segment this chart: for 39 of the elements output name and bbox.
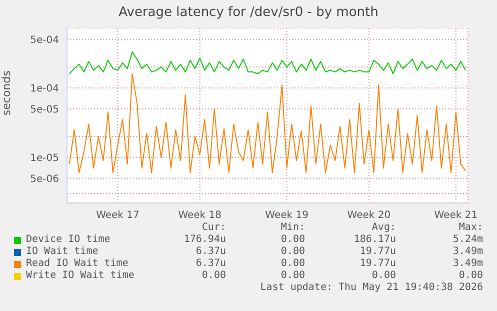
chart-title: Average latency for /dev/sr0 - by month xyxy=(118,5,380,20)
x-tick-label: Week 18 xyxy=(178,210,222,222)
text: 0.00 xyxy=(280,258,305,269)
y-axis-title: seconds xyxy=(0,70,13,116)
text: 0.00 xyxy=(202,270,226,281)
text: 19.77u xyxy=(360,246,396,257)
line-series xyxy=(68,73,466,174)
text: Avg: xyxy=(372,222,396,233)
text: 0.00 xyxy=(280,234,305,245)
line-series xyxy=(68,51,466,74)
text: 0.00 xyxy=(458,270,483,281)
text: 6.37u xyxy=(196,246,226,257)
text: 3.49m xyxy=(452,246,483,257)
text: 0.00 xyxy=(372,270,396,281)
text: Last update: Thu May 21 19:40:38 2026 xyxy=(260,282,483,293)
text: Min: xyxy=(280,222,305,233)
y-tick-label: 5e-05 xyxy=(30,104,59,116)
text: 5.24m xyxy=(452,234,483,245)
y-tick-label: 5e-06 xyxy=(30,174,59,185)
text: 0.00 xyxy=(280,270,305,281)
x-tick-label: Week 19 xyxy=(265,210,308,222)
y-tick-label: 5e-04 xyxy=(30,34,59,46)
text: 3.49m xyxy=(452,258,483,269)
text: Cur: xyxy=(202,222,226,233)
text: 176.94u xyxy=(184,234,226,245)
y-tick-label: 1e-05 xyxy=(30,152,59,164)
text: 186.17u xyxy=(354,234,396,245)
text: 0.00 xyxy=(280,246,305,257)
x-tick-label: Week 20 xyxy=(347,210,391,222)
text: 6.37u xyxy=(196,258,226,269)
text: 19.77u xyxy=(360,258,396,269)
legend-label: Write IO Wait time xyxy=(26,270,134,281)
legend-label: Device IO time xyxy=(26,234,110,245)
x-tick-label: Week 17 xyxy=(96,210,140,222)
text: Max: xyxy=(458,222,483,233)
y-tick-label: 1e-04 xyxy=(30,83,59,94)
x-tick-label: Week 21 xyxy=(434,210,478,222)
legend-label: IO Wait time xyxy=(26,246,98,257)
legend-label: Read IO Wait time xyxy=(26,258,128,269)
